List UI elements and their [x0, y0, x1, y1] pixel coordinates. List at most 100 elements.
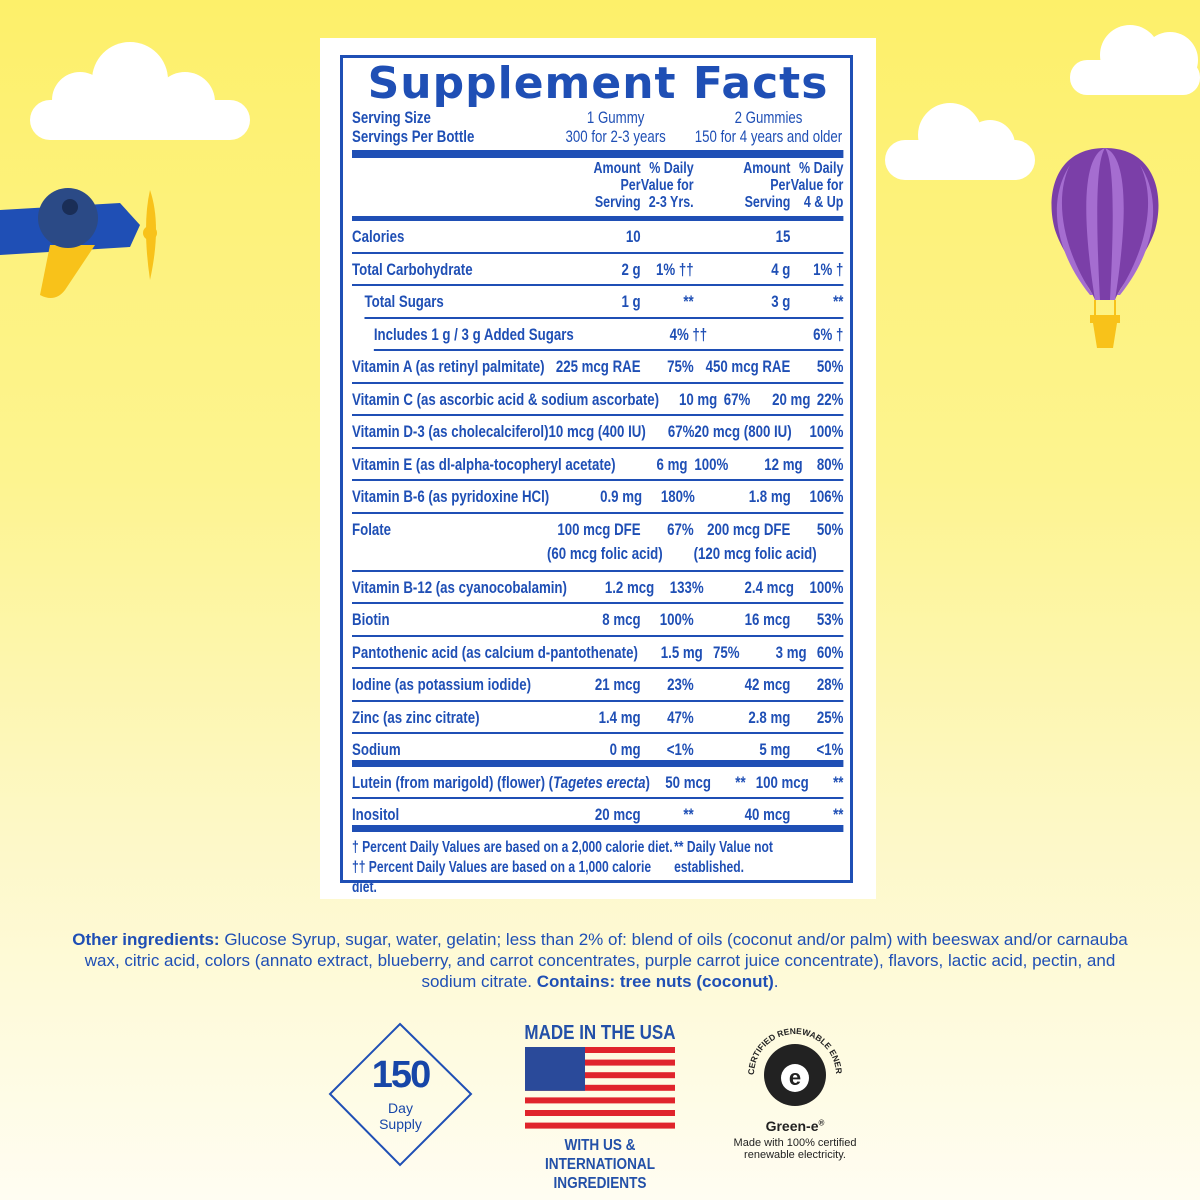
- nutrient-row: Inositol 20 mcg ** 40 mcg **: [352, 799, 844, 832]
- amount-col2: 2.8 mg: [748, 707, 791, 727]
- usa-bottom-line1: WITH US & INTERNATIONAL: [544, 1137, 656, 1173]
- nutrient-name: Calories: [352, 227, 405, 246]
- amount-col1: 10 mcg (400 IU): [548, 422, 646, 441]
- amount-col1: 6 mg: [656, 454, 688, 474]
- nutrient-row: Vitamin B-6 (as pyridoxine HCl) 0.9 mg 180…: [352, 481, 844, 514]
- nutrient-name: Pantothenic acid (as calcium d-pantothen…: [352, 642, 638, 662]
- amount-col1: 0.9 mg: [600, 487, 643, 506]
- dv-col2: 50%: [816, 519, 844, 539]
- ingredients-label: Other ingredients:: [72, 930, 220, 949]
- nutrient-name: Vitamin A (as retinyl palmitate): [352, 357, 545, 376]
- made-in-usa-badge: MADE IN THE USA WITH US & INTERNATIONAL …: [500, 1022, 700, 1193]
- nutrient-row: Calories 10 15: [352, 221, 844, 254]
- dv-col2: 22%: [816, 389, 844, 409]
- cloud-left-image: [30, 42, 250, 140]
- header-dv-1: % Daily Value for 2-3 Yrs.: [640, 160, 694, 211]
- dv-col2: 106%: [809, 487, 844, 506]
- dv-col1: 1% ††: [656, 259, 694, 279]
- nutrient-name: Vitamin B-12 (as cyanocobalamin): [352, 577, 567, 597]
- nutrient-row: Biotin 8 mcg 100% 16 mcg 53%: [352, 604, 844, 637]
- dv-col2: **: [833, 772, 844, 792]
- serving-info: Serving Size Servings Per Bottle 1 Gummy…: [352, 108, 844, 158]
- nutrient-name: Total Sugars: [364, 292, 444, 311]
- amount-col2: 200 mcg DFE (120 mcg folic acid): [693, 519, 817, 563]
- amount-col1: 10 mg: [678, 389, 718, 409]
- supplement-facts-border: [340, 55, 853, 883]
- dv-col2: 6% †: [813, 324, 844, 344]
- nutrient-name: Iodine (as potassium iodide): [352, 675, 532, 694]
- green-e-badge: CERTIFIED RENEWABLE ENERGY e Green-e® Ma…: [720, 1012, 870, 1161]
- amount-col1: 1.2 mcg: [604, 577, 655, 597]
- dv-col2: 80%: [816, 454, 844, 474]
- col2-serving-size: 2 Gummies: [734, 108, 803, 127]
- svg-text:e: e: [789, 1065, 801, 1090]
- amount-col1: 1.5 mg: [660, 642, 703, 662]
- amount-col2: 16 mcg: [744, 610, 791, 629]
- amount-col2: 12 mg: [764, 454, 803, 474]
- nutrient-rows: Calories 10 15 Total Carbohydrate 2 g 1% †† 4 …: [352, 221, 843, 832]
- other-ingredients: Other ingredients: Glucose Syrup, sugar,…: [60, 929, 1140, 992]
- amount-col2: 20 mg: [772, 389, 811, 409]
- nutrient-name: Total Carbohydrate: [352, 259, 473, 279]
- cloud-top-right-image: [1070, 25, 1200, 95]
- registered-mark: ®: [818, 1118, 825, 1128]
- supply-line2: Supply: [379, 1116, 422, 1132]
- amount-col1: 8 mcg: [602, 610, 641, 629]
- dv-col2: 1% †: [813, 259, 844, 279]
- nutrient-row: Sodium 0 mg <1% 5 mg <1%: [352, 734, 844, 767]
- amount-col1: 0 mg: [609, 740, 641, 759]
- dv-col1: 75%: [713, 642, 740, 662]
- dv-col2: <1%: [816, 740, 844, 759]
- allergen-statement: Contains: tree nuts (coconut): [536, 972, 774, 991]
- column-headers: Amount Per Serving % Daily Value for 2-3 Yrs…: [352, 158, 844, 221]
- amount-col2: 5 mg: [759, 740, 791, 759]
- amount-col2: 100 mcg: [755, 772, 809, 792]
- nutrient-row: Vitamin A (as retinyl palmitate) 225 mcg …: [352, 351, 844, 384]
- servings-per-bottle-label: Servings Per Bottle: [352, 127, 475, 146]
- nutrient-name: Zinc (as zinc citrate): [352, 707, 480, 727]
- nutrient-row: Lutein (from marigold) (flower) (Tagetes…: [352, 767, 844, 799]
- dv-col1: 100%: [694, 454, 729, 474]
- dv-col1: **: [735, 772, 746, 792]
- nutrient-name: Includes 1 g / 3 g Added Sugars: [373, 324, 574, 344]
- header-dv-2: % Daily Value for 4 & Up: [790, 160, 844, 211]
- amount-col2: 4 g: [771, 259, 791, 279]
- dv-col1: 67%: [723, 389, 751, 409]
- amount-col2: 2.4 mcg: [744, 577, 794, 597]
- ingredients-end: .: [773, 972, 779, 991]
- nutrient-name: Vitamin D-3 (as cholecalciferol): [352, 422, 549, 441]
- nutrient-row: Vitamin C (as ascorbic acid & sodium asc…: [352, 384, 844, 416]
- amount-col2: 450 mcg RAE: [705, 357, 791, 376]
- dv-col2: 100%: [809, 577, 844, 597]
- green-e-line2: renewable electricity.: [744, 1149, 846, 1161]
- amount-col1: 1.4 mg: [598, 707, 641, 727]
- dv-col1: 180%: [660, 487, 695, 506]
- nutrient-row: Total Sugars 1 g ** 3 g **: [364, 286, 844, 319]
- green-e-line1: Made with 100% certified: [733, 1137, 857, 1149]
- dv-col1: 75%: [667, 357, 694, 376]
- diamond-outline-icon: [328, 1022, 473, 1167]
- nutrient-name: Vitamin E (as dl-alpha-tocopheryl acetat…: [352, 454, 616, 474]
- amount-col1: 2 g: [621, 259, 641, 279]
- col2-servings-per: 150 for 4 years and older: [694, 127, 843, 146]
- dv-col2: **: [833, 292, 844, 311]
- dv-col1: **: [683, 805, 694, 824]
- nutrient-name: Inositol: [352, 805, 400, 824]
- dv-col2: 25%: [816, 707, 844, 727]
- nutrient-row: Zinc (as zinc citrate) 1.4 mg 47% 2.8 mg 25%: [352, 702, 844, 734]
- dv-col1: <1%: [666, 740, 694, 759]
- amount-col1: 21 mcg: [594, 675, 641, 694]
- supply-number: 150: [371, 1054, 431, 1096]
- serving-size-label: Serving Size: [352, 108, 431, 127]
- nutrient-name: Biotin: [352, 610, 390, 629]
- green-e-name: Green-e: [765, 1118, 819, 1134]
- dv-col2: 50%: [816, 357, 844, 376]
- header-amount-2: Amount Per Serving: [743, 160, 791, 211]
- footnotes: † Percent Daily Values are based on a 2,…: [352, 832, 843, 898]
- amount-col1: 10: [625, 227, 641, 246]
- nutrient-row: Pantothenic acid (as calcium d-pantothen…: [352, 637, 843, 669]
- blueberry-plane-illustration: [0, 188, 157, 299]
- amount-col2: 1.8 mg: [748, 487, 791, 506]
- amount-col2: 42 mcg: [744, 675, 791, 694]
- dv-col1: 100%: [659, 610, 694, 629]
